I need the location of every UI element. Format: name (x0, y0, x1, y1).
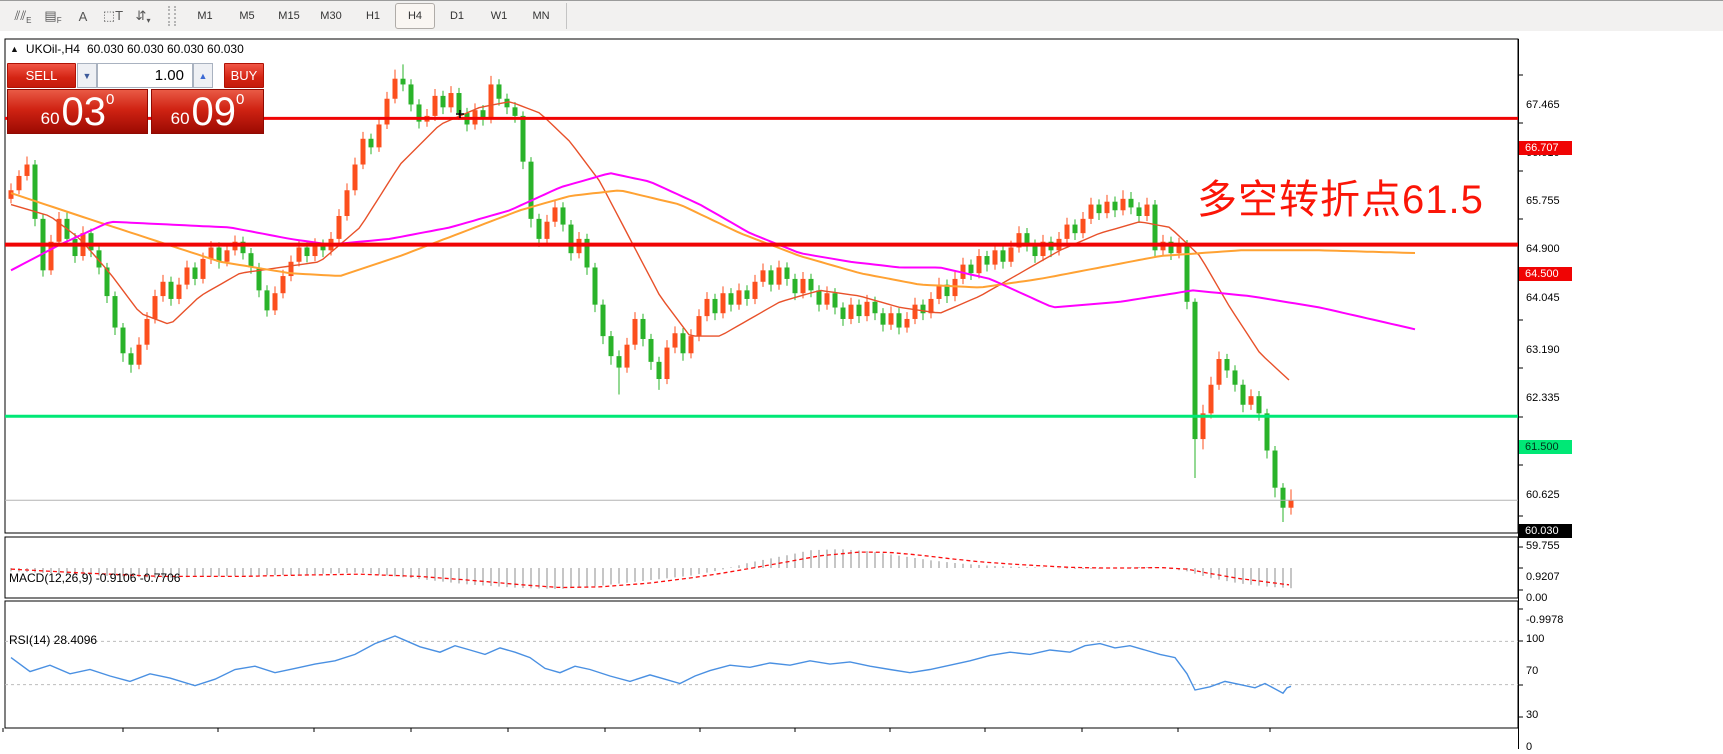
price-level-badge: 66.707 (1519, 141, 1572, 155)
textbox-tool-icon[interactable]: ⬚T (102, 8, 124, 23)
indicator-scale-label: 30 (1526, 709, 1539, 721)
price-level-badge: 60.030 (1519, 524, 1572, 538)
sell-button[interactable]: SELL (7, 63, 76, 88)
timeframe-button-h1[interactable]: H1 (365, 10, 381, 22)
volume-input[interactable]: 1.00 (97, 63, 193, 88)
arrows-tool-icon[interactable]: ⇵ ▾ (135, 8, 151, 25)
indicator-scale-label: 0.9207 (1526, 571, 1560, 583)
price-tick-label: 64.045 (1526, 292, 1560, 304)
macd-indicator-label: MACD(12,26,9) -0.9106 -0.7706 (9, 571, 181, 585)
price-tick-label: 63.190 (1526, 344, 1560, 356)
indicator-scale-label: 0 (1526, 741, 1533, 753)
ma-mid (10, 189, 1416, 289)
spin-down-icon: ▼ (82, 70, 92, 81)
toolbar: ⫽⫽ E ▤ F A ⬚T ⇵ ▾ M1 M5 M15 M30 H1 H4 D1 W1 MN (0, 1, 1723, 32)
macd-signal-line (10, 551, 1290, 589)
indicator-scale-label: 70 (1526, 665, 1539, 677)
timeframe-button-m1[interactable]: M1 (197, 10, 213, 22)
buy-button[interactable]: BUY (224, 63, 264, 88)
timeframe-button-m15[interactable]: M15 (278, 10, 300, 22)
rsi-indicator-label: RSI(14) 28.4096 (9, 633, 98, 647)
price-tick-label: 64.900 (1526, 243, 1560, 255)
buy-price-big: 09 (191, 90, 237, 134)
indicator-scale-label: 100 (1526, 633, 1545, 645)
timeframe-button-d1[interactable]: D1 (449, 10, 465, 22)
sell-price-big: 03 (61, 90, 107, 134)
timeframe-button-m30[interactable]: M30 (320, 10, 342, 22)
timeframe-button-w1[interactable]: W1 (490, 10, 508, 22)
spin-up-icon: ▲ (198, 70, 208, 81)
ma-slow (10, 172, 1416, 331)
timeframe-button-h4[interactable]: H4 (395, 3, 435, 29)
indicator-scale-label: -0.9978 (1526, 614, 1564, 626)
collapse-panel-icon[interactable]: ▲ (10, 44, 19, 54)
price-tick-label: 59.755 (1526, 540, 1560, 552)
trade-controls-row: SELL ▼ 1.00 ▲ BUY (7, 63, 264, 88)
grid-f-icon[interactable]: ▤ F (44, 8, 62, 25)
buy-price-sup: 0 (236, 91, 245, 108)
timeframe-toolbar: M1 M5 M15 M30 H1 H4 D1 W1 MN (184, 3, 562, 29)
indicator-scale-label: 0.00 (1526, 592, 1548, 604)
price-tick-label: 65.755 (1526, 195, 1560, 207)
toolbar-drag-handle[interactable] (168, 6, 176, 26)
price-level-badge: 61.500 (1519, 440, 1572, 454)
toolbar-tools: ⫽⫽ E ▤ F A ⬚T ⇵ ▾ (8, 3, 158, 29)
price-tick-label: 67.465 (1526, 99, 1560, 111)
sell-price-display[interactable]: 60 03 0 (7, 89, 148, 134)
symbol-title: UKOil-,H4 (25, 42, 80, 56)
sell-price-sup: 0 (106, 91, 115, 108)
timeframe-button-m5[interactable]: M5 (239, 10, 255, 22)
timeframe-button-mn[interactable]: MN (532, 10, 550, 22)
sell-price-small: 60 (40, 109, 60, 128)
chart-plot-area[interactable] (0, 31, 1723, 754)
chart-title-row: ▲ UKOil-,H4 60.030 60.030 60.030 60.030 (10, 42, 244, 56)
price-tick-label: 60.625 (1526, 489, 1560, 501)
pane-border (4, 536, 1519, 599)
ohlc-quote-values: 60.030 60.030 60.030 60.030 (86, 42, 244, 56)
price-tick-label: 62.335 (1526, 392, 1560, 404)
toolbar-separator (566, 3, 567, 29)
rsi-line (10, 635, 1292, 695)
buy-price-small: 60 (170, 109, 190, 128)
buy-price-display[interactable]: 60 09 0 (151, 89, 264, 134)
price-level-badge: 64.500 (1519, 267, 1572, 281)
chart-window: ▲ UKOil-,H4 60.030 60.030 60.030 60.030 … (0, 31, 1723, 754)
chart-text-annotation: 多空转折点61.5 (1197, 178, 1484, 222)
label-a-tool-icon[interactable]: A (78, 8, 88, 24)
chart-hatch-e-icon[interactable]: ⫽⫽ E (14, 8, 32, 25)
volume-decrease-button[interactable]: ▼ (77, 63, 97, 88)
volume-increase-button[interactable]: ▲ (193, 63, 213, 88)
